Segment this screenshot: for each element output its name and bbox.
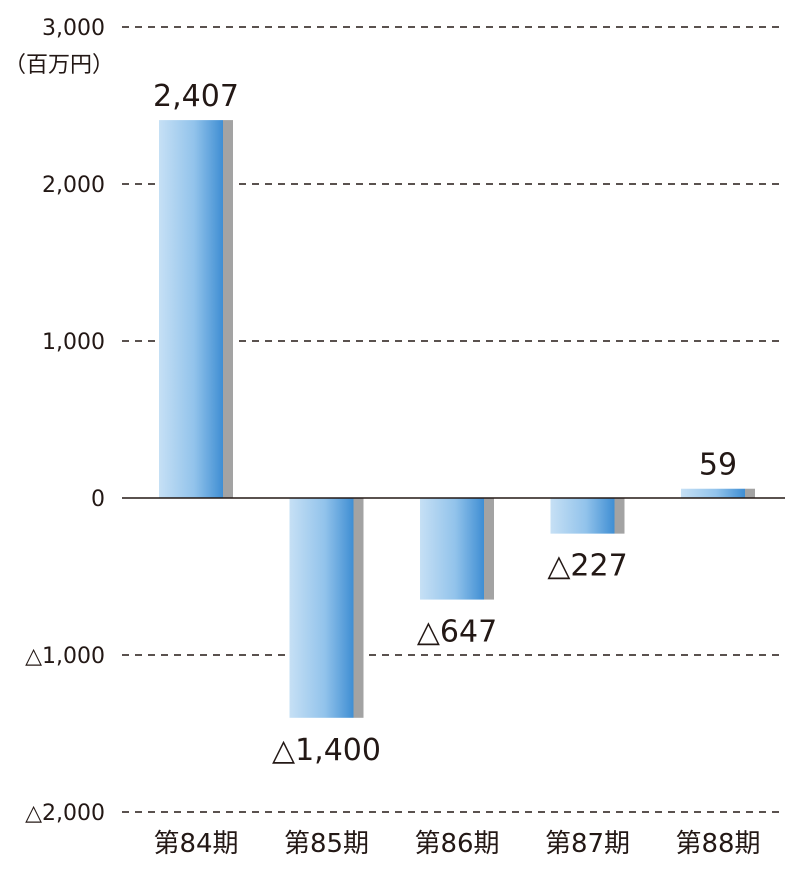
y-tick-label: △1,000 [25, 644, 105, 669]
bar-value-label: △227 [547, 549, 627, 584]
y-axis-unit-label: （百万円） [4, 53, 114, 78]
x-axis-category-labels: 第84期 第85期 第86期 第87期 第88期 [153, 829, 760, 859]
category-label: 第86期 [414, 829, 499, 859]
y-tick-label: 2,000 [42, 173, 105, 198]
value-labels: 2,407 △1,400 △647 △227 59 [153, 79, 737, 768]
bar-value-label: △647 [417, 615, 497, 650]
category-label: 第88期 [675, 829, 760, 859]
bar-shadow [745, 488, 755, 498]
bar [159, 120, 223, 498]
category-label: 第87期 [545, 829, 630, 859]
bar-shadow [353, 498, 364, 718]
bar [550, 498, 615, 534]
category-label: 第85期 [284, 829, 369, 859]
category-label: 第84期 [153, 829, 238, 859]
bar [681, 488, 745, 498]
bar [289, 498, 354, 718]
y-tick-label: 0 [91, 487, 105, 512]
y-tick-label: 1,000 [42, 330, 105, 355]
bar-shadow [484, 498, 494, 600]
bar-value-label: 2,407 [153, 79, 239, 114]
bars [159, 120, 755, 718]
bar-shadow [223, 120, 233, 498]
bar-value-label: △1,400 [272, 733, 381, 768]
y-tick-label: △2,000 [25, 801, 105, 826]
bar-value-label: 59 [699, 448, 737, 483]
bar-shadow [614, 498, 625, 534]
bar [420, 498, 484, 600]
y-axis-tick-labels: 3,000 2,000 1,000 0 △1,000 △2,000 [25, 16, 105, 826]
y-tick-label: 3,000 [42, 16, 105, 41]
